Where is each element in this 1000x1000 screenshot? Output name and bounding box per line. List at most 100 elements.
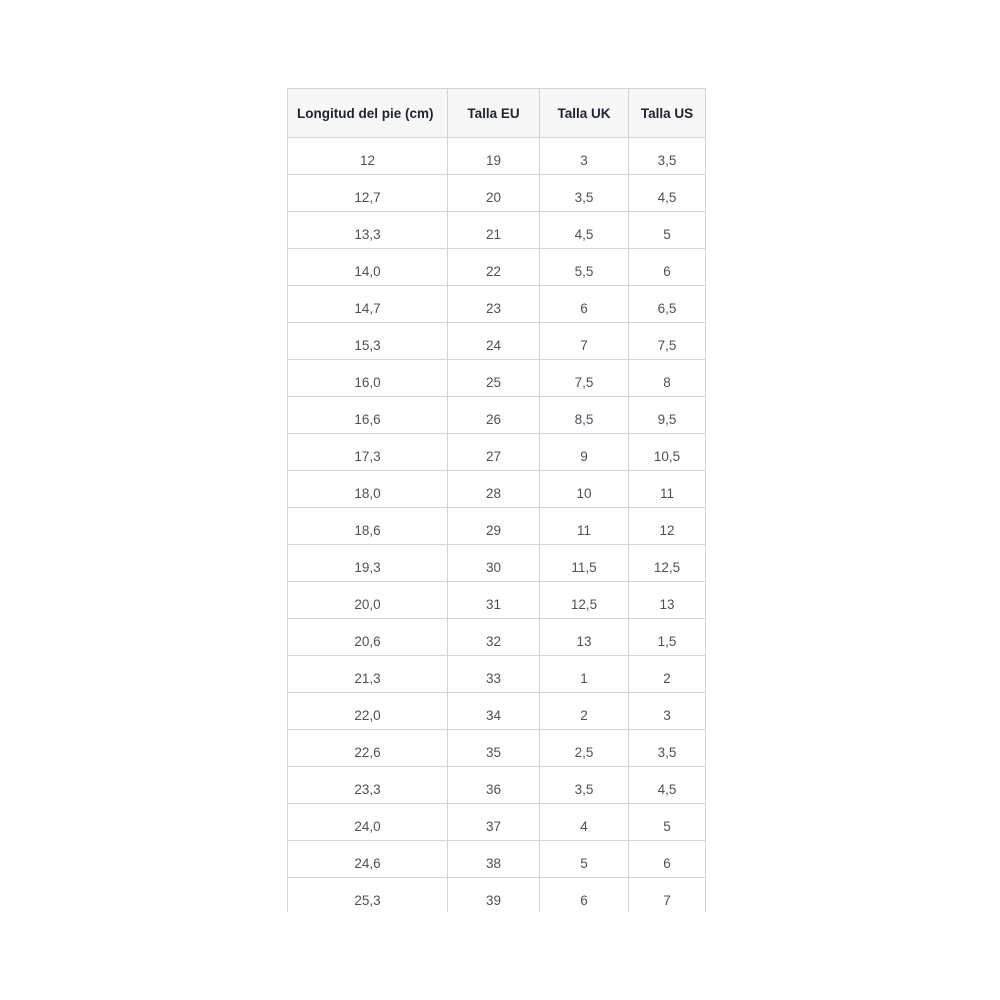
cell-talla-uk: 7,5 <box>539 359 629 397</box>
cell-talla-us: 12 <box>628 507 706 545</box>
cell-talla-eu: 19 <box>447 137 540 175</box>
cell-talla-us: 5 <box>628 211 706 249</box>
cell-foot-length: 15,3 <box>287 322 448 360</box>
table-row: 13,3 21 4,5 5 <box>287 211 706 249</box>
cell-talla-eu: 38 <box>447 840 540 878</box>
table-row: 16,0 25 7,5 8 <box>287 359 706 397</box>
cell-talla-us: 2 <box>628 655 706 693</box>
cell-talla-us: 11 <box>628 470 706 508</box>
table-row: 15,3 24 7 7,5 <box>287 322 706 360</box>
cell-talla-us: 6,5 <box>628 285 706 323</box>
cell-talla-eu: 34 <box>447 692 540 730</box>
table-row: 14,7 23 6 6,5 <box>287 285 706 323</box>
table-row: 12,7 20 3,5 4,5 <box>287 174 706 212</box>
table-body: 12 19 3 3,5 12,7 20 3,5 4,5 13,3 21 4,5 … <box>287 137 706 912</box>
cell-talla-uk: 6 <box>539 285 629 323</box>
table-row: 23,3 36 3,5 4,5 <box>287 766 706 804</box>
cell-talla-us: 3,5 <box>628 137 706 175</box>
cell-talla-us: 1,5 <box>628 618 706 656</box>
col-header-foot-length: Longitud del pie (cm) <box>287 88 448 138</box>
table-row: 21,3 33 1 2 <box>287 655 706 693</box>
header-row: Longitud del pie (cm) Talla EU Talla UK … <box>287 88 706 138</box>
col-header-talla-eu: Talla EU <box>447 88 540 138</box>
cell-talla-us: 12,5 <box>628 544 706 582</box>
cell-talla-eu: 27 <box>447 433 540 471</box>
cell-foot-length: 20,6 <box>287 618 448 656</box>
cell-talla-eu: 21 <box>447 211 540 249</box>
col-header-talla-uk: Talla UK <box>539 88 629 138</box>
col-header-talla-us: Talla US <box>628 88 706 138</box>
cell-foot-length: 14,0 <box>287 248 448 286</box>
cell-talla-eu: 20 <box>447 174 540 212</box>
cell-talla-eu: 36 <box>447 766 540 804</box>
cell-foot-length: 24,0 <box>287 803 448 841</box>
size-chart-table: Longitud del pie (cm) Talla EU Talla UK … <box>287 88 706 912</box>
size-chart-container: Longitud del pie (cm) Talla EU Talla UK … <box>287 88 706 912</box>
cell-foot-length: 22,0 <box>287 692 448 730</box>
table-row: 18,6 29 11 12 <box>287 507 706 545</box>
cell-talla-uk: 3 <box>539 137 629 175</box>
cell-foot-length: 14,7 <box>287 285 448 323</box>
cell-talla-us: 10,5 <box>628 433 706 471</box>
cell-talla-eu: 31 <box>447 581 540 619</box>
cell-talla-uk: 12,5 <box>539 581 629 619</box>
cell-talla-eu: 22 <box>447 248 540 286</box>
cell-talla-us: 9,5 <box>628 396 706 434</box>
cell-foot-length: 23,3 <box>287 766 448 804</box>
table-row: 16,6 26 8,5 9,5 <box>287 396 706 434</box>
cell-talla-us: 3 <box>628 692 706 730</box>
cell-foot-length: 21,3 <box>287 655 448 693</box>
cell-talla-eu: 23 <box>447 285 540 323</box>
table-row: 14,0 22 5,5 6 <box>287 248 706 286</box>
cell-talla-eu: 30 <box>447 544 540 582</box>
cell-talla-us: 5 <box>628 803 706 841</box>
cell-talla-uk: 4,5 <box>539 211 629 249</box>
cell-talla-us: 6 <box>628 840 706 878</box>
cell-talla-uk: 8,5 <box>539 396 629 434</box>
cell-talla-uk: 5,5 <box>539 248 629 286</box>
cell-talla-eu: 32 <box>447 618 540 656</box>
cell-talla-uk: 11 <box>539 507 629 545</box>
cell-foot-length: 12 <box>287 137 448 175</box>
cell-talla-eu: 25 <box>447 359 540 397</box>
cell-talla-uk: 1 <box>539 655 629 693</box>
table-row: 20,6 32 13 1,5 <box>287 618 706 656</box>
cell-foot-length: 24,6 <box>287 840 448 878</box>
cell-foot-length: 25,3 <box>287 877 448 912</box>
cell-talla-uk: 9 <box>539 433 629 471</box>
cell-foot-length: 20,0 <box>287 581 448 619</box>
cell-talla-uk: 10 <box>539 470 629 508</box>
cell-talla-eu: 37 <box>447 803 540 841</box>
cell-talla-uk: 3,5 <box>539 174 629 212</box>
cell-talla-eu: 35 <box>447 729 540 767</box>
cell-talla-eu: 29 <box>447 507 540 545</box>
cell-talla-uk: 2 <box>539 692 629 730</box>
cell-talla-uk: 11,5 <box>539 544 629 582</box>
cell-talla-us: 8 <box>628 359 706 397</box>
cell-foot-length: 19,3 <box>287 544 448 582</box>
cell-foot-length: 18,0 <box>287 470 448 508</box>
cell-talla-us: 7 <box>628 877 706 912</box>
cell-foot-length: 12,7 <box>287 174 448 212</box>
cell-talla-us: 6 <box>628 248 706 286</box>
table-row: 22,0 34 2 3 <box>287 692 706 730</box>
cell-talla-uk: 3,5 <box>539 766 629 804</box>
cell-talla-us: 3,5 <box>628 729 706 767</box>
cell-foot-length: 18,6 <box>287 507 448 545</box>
cell-talla-eu: 26 <box>447 396 540 434</box>
cell-talla-us: 4,5 <box>628 174 706 212</box>
cell-talla-uk: 2,5 <box>539 729 629 767</box>
cell-foot-length: 13,3 <box>287 211 448 249</box>
cell-talla-uk: 6 <box>539 877 629 912</box>
cell-talla-eu: 28 <box>447 470 540 508</box>
cell-talla-eu: 33 <box>447 655 540 693</box>
cell-talla-uk: 13 <box>539 618 629 656</box>
table-row: 24,0 37 4 5 <box>287 803 706 841</box>
cell-talla-uk: 4 <box>539 803 629 841</box>
table-row: 24,6 38 5 6 <box>287 840 706 878</box>
table-row: 20,0 31 12,5 13 <box>287 581 706 619</box>
cell-talla-uk: 7 <box>539 322 629 360</box>
cell-foot-length: 22,6 <box>287 729 448 767</box>
table-row: 22,6 35 2,5 3,5 <box>287 729 706 767</box>
cell-foot-length: 17,3 <box>287 433 448 471</box>
